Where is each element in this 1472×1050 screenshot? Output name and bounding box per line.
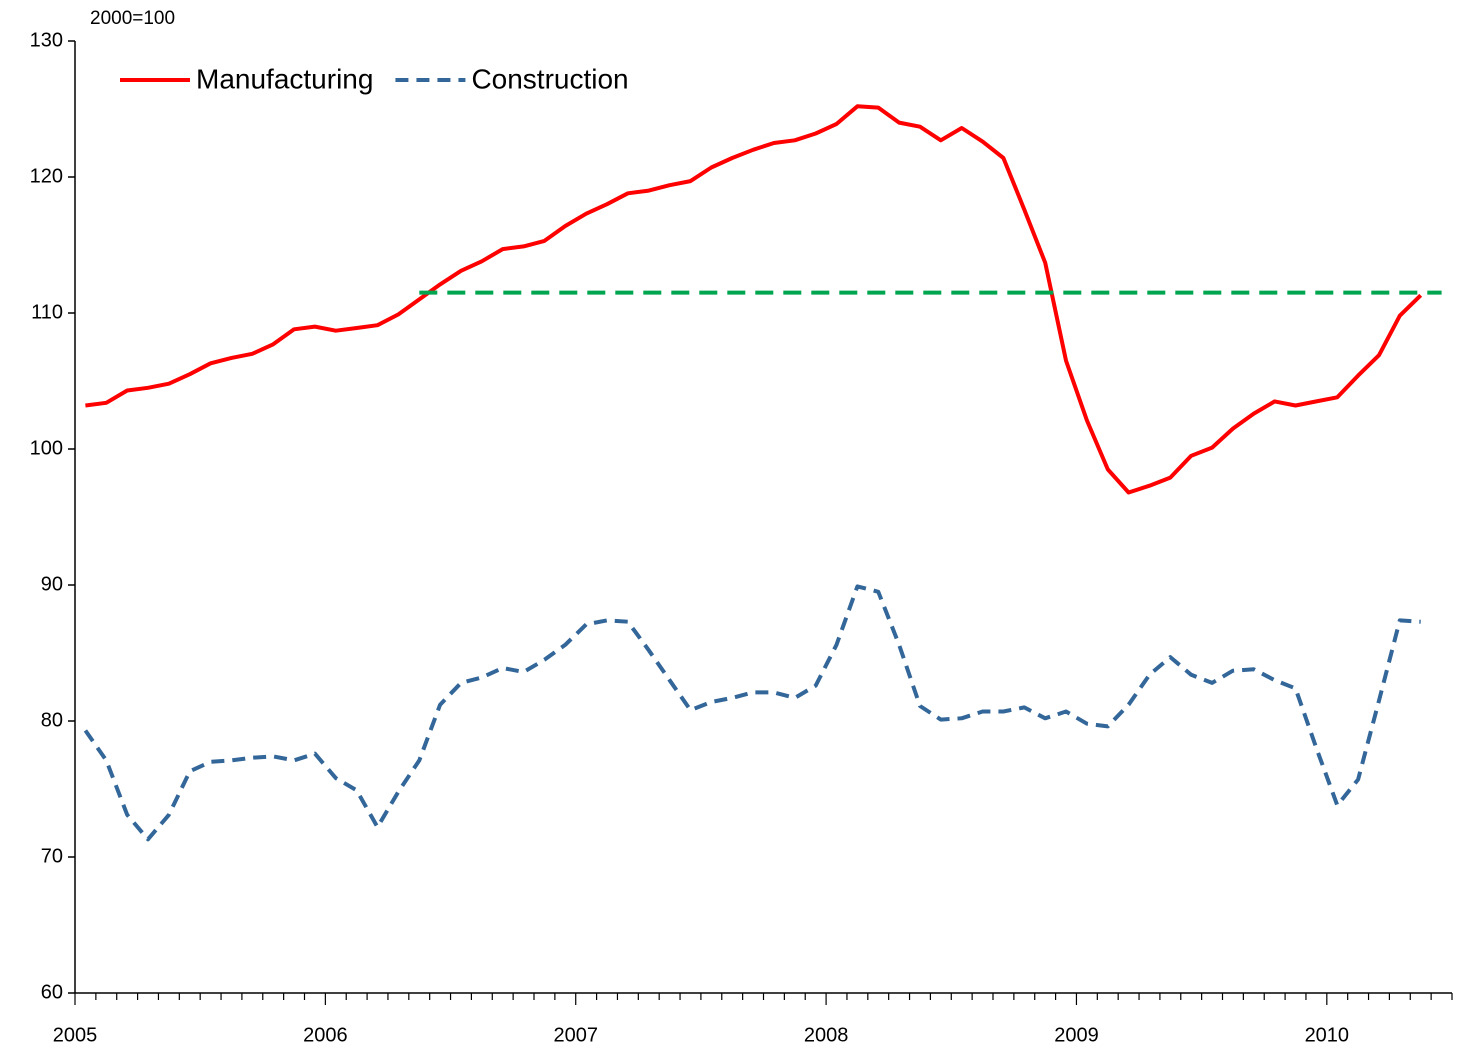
x-tick-label: 2010 <box>1305 1024 1350 1046</box>
y-tick-label: 70 <box>41 845 63 867</box>
legend-label: Construction <box>471 63 628 94</box>
y-tick-label: 100 <box>30 437 63 459</box>
series-line <box>83 584 1421 842</box>
y-tick-label: 60 <box>41 981 63 1003</box>
x-tick-label: 2006 <box>303 1024 348 1046</box>
y-tick-label: 110 <box>31 301 63 323</box>
series-line <box>85 104 1423 495</box>
x-tick-label: 2008 <box>804 1024 849 1046</box>
y-tick-label: 120 <box>30 165 63 187</box>
x-tick-label: 2007 <box>553 1024 598 1046</box>
y-axis-unit: 2000=100 <box>90 8 175 29</box>
y-tick-label: 130 <box>30 29 63 51</box>
x-tick-label: 2005 <box>53 1024 98 1046</box>
x-tick-label: 2009 <box>1054 1024 1099 1046</box>
legend-label: Manufacturing <box>196 63 373 94</box>
y-tick-label: 90 <box>41 573 63 595</box>
y-tick-label: 80 <box>41 709 63 731</box>
